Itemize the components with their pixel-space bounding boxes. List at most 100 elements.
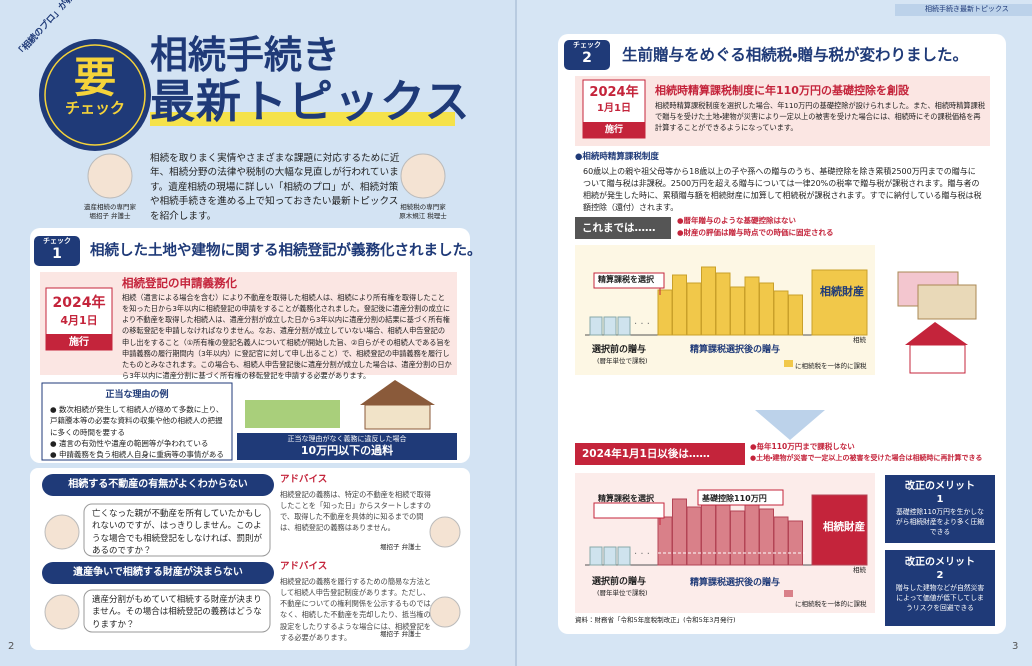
money-illustration [917,284,977,320]
small-bar [617,316,631,336]
penalty-amount: 10万円以下の過料 [300,444,394,457]
status-band [583,122,645,138]
callout-box [593,502,665,519]
date-year: 2024年 [52,295,106,311]
check-tab [564,40,610,70]
callout: 精算課税を選択 [598,275,654,284]
speech-bubble [83,503,271,557]
callout: 基礎控除110万円 [702,494,767,503]
date-md: 4月1日 [60,314,98,327]
estate-label: 相続財産 [823,521,865,533]
bar [759,508,774,566]
intro-text: 相続を取りまく実情やさまざまな課題に対応するために近年、相続分野の法律や税制の大… [150,153,400,222]
axis-sublabel: (暦年単位で課税) [597,589,648,597]
status: 施行 [69,337,89,348]
bar [701,266,716,336]
ellipsis: · · · [634,549,650,560]
house-illustration [905,322,968,345]
advisor-illustration [429,596,461,628]
source: 資料：財務省「令和5年度税制改正」(令和5年3月発行) [575,616,736,624]
reasons-list: ● 数次相続が発生して相続人が極めて多数に上り、戸籍謄本等の必要な資料の収集や他… [50,404,228,460]
qa-title-bar [42,474,274,496]
ellipsis: · · · [634,319,650,330]
merit-box [885,550,995,626]
bar [672,498,687,566]
advice-label: アドバイス [280,561,328,572]
reason-text: 遺言の有効性や遺産の範囲等が争われている [58,438,209,448]
qa-title: 遺産争いで相続する財産が決まらない [73,567,243,578]
section-title: ●相続時精算課税制度 [575,152,659,162]
merit-num: 2 [936,570,944,581]
bar [715,496,731,566]
section-body: 60歳以上の親や祖父母等から18歳以上の子や孫への贈与のうち、基礎控除を除き累積… [583,167,982,212]
qa-title: 相続する不動産の有無がよくわからない [68,479,248,490]
axis-sublabel: (暦年単位で課税) [597,357,648,365]
check-label: チェック [573,41,601,49]
label-box [575,443,745,465]
bar [672,274,687,336]
down-arrow [755,410,825,440]
heading: 相続時精算課税制度に年110万円の基礎控除を創設 [655,84,909,97]
qa-title-bar [42,562,274,584]
house-illustration [364,404,431,430]
penalty-box [237,433,457,460]
land-illustration [245,400,340,428]
estate-box [811,269,868,336]
page-number: 2 [8,641,15,652]
small-bar [603,316,617,336]
expert-illustration [87,153,133,199]
title-highlight [150,112,455,126]
bar [730,286,745,336]
advice-text: 相続登記の義務を履行するための簡易な方法として相続人申告登記制度があります。ただ… [280,577,431,642]
merit-box [885,475,995,543]
merit-num: 1 [936,494,944,505]
label: これまでは…… [582,222,656,234]
legend-swatch [784,590,793,597]
merit-title: 改正のメリット [905,481,975,492]
legend: に相続税を一体的に課税 [795,600,867,608]
axis-label: 精算課税選択後の贈与 [690,345,781,355]
check-tab [34,236,80,266]
bar [744,276,760,336]
legend: に相続税を一体的に課税 [795,362,867,370]
bar [773,516,789,566]
label-box [575,217,671,239]
small-bar [589,546,603,566]
bar [788,520,803,566]
reason: ● 申請義務を負う相続人自身に重病等の事情がある [50,450,224,459]
stripe-band [895,4,1032,16]
bar [686,506,702,566]
bar [788,294,803,336]
advice-label: アドバイス [280,474,328,485]
bar [715,272,731,336]
merit-text: 基礎控除110万円を生かしながら相続財産をより多く圧縮できる [895,508,985,536]
diagram-shapes: · · · · · · [585,266,868,597]
axis-label: 選択前の贈与 [592,345,647,355]
penalty-line: 正当な理由がなく義務に違反した場合 [287,435,407,443]
small-bar [589,316,603,336]
title-line: 最新トピックス [150,75,471,128]
bar [773,290,789,336]
reasons-box [41,382,233,461]
reason: ● 遺言の有効性や遺産の範囲等が争われている [50,438,209,448]
merit-title: 改正のメリット [905,557,975,568]
house-illustration [909,344,966,374]
date-md: 1月1日 [597,103,631,114]
badge-main: 要 [73,53,116,102]
note: ●土地・建物が災害で一定以上の被害を受けた場合は相続時に再計算できる [750,454,983,462]
reason: ● 数次相続が発生して相続人が極めて多数に上り、戸籍謄本等の必要な資料の収集や他… [50,405,224,437]
axis-end: 相続 [853,336,866,344]
running-head: 相続手続き最新トピックス [925,5,1009,13]
house-illustration [360,380,435,405]
expert-name: 原木規江 税理士 [399,212,447,220]
axis-label: 精算課税選択後の贈与 [690,578,781,588]
axis-end: 相続 [853,566,866,574]
reason-text: 申請義務を負う相続人自身に重病等の事情がある [58,450,224,459]
qa-question: 遺産分割がもめていて相続する財産が決まりません。その場合は相続登記の義務はどうな… [92,595,262,630]
callout-box [593,272,665,289]
advisor: 堀招子 弁護士 [380,543,422,551]
person-illustration [44,514,80,550]
label: 2024年1月1日以後は…… [582,448,710,460]
check-num: 2 [582,50,592,66]
